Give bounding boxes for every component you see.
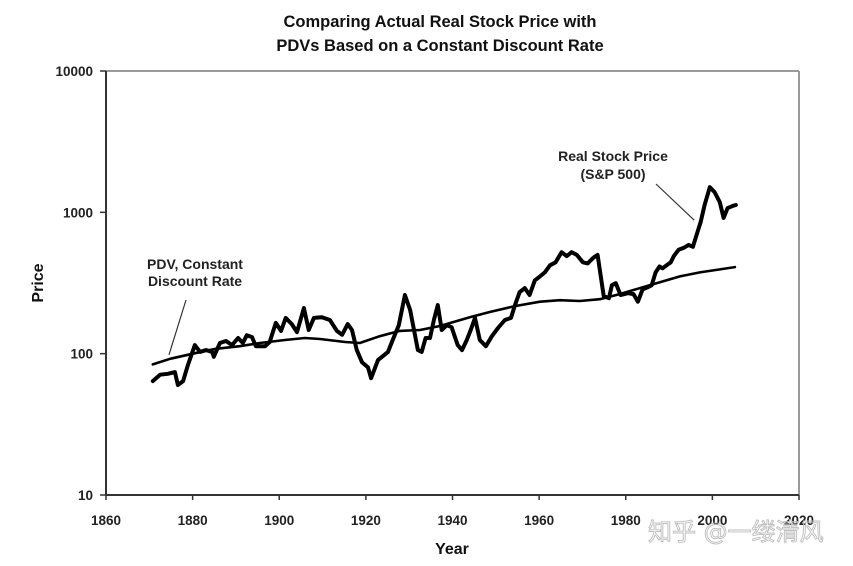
y-tick-label: 10 <box>78 488 93 503</box>
annotation-pdv-pointer <box>168 299 187 355</box>
annotation-stock-pointer <box>655 183 695 221</box>
x-ticks: 1860 1880 1900 1920 1940 1960 1980 2000 2020 <box>91 495 814 528</box>
x-tick-label: 1940 <box>437 513 467 528</box>
x-tick-label: 1860 <box>91 513 121 528</box>
x-tick-label: 1880 <box>178 513 208 528</box>
annotation-pdv-line-1: PDV, Constant <box>147 256 243 272</box>
x-tick-label: 1900 <box>264 513 294 528</box>
y-axis-label: Price <box>30 263 47 302</box>
x-axis-label: Year <box>435 541 469 558</box>
chart-title-line-1: Comparing Actual Real Stock Price with <box>284 13 597 31</box>
watermark: 知乎 @一缕清风 <box>648 518 824 546</box>
x-tick-label: 1920 <box>351 513 381 528</box>
y-tick-label: 1000 <box>63 205 93 220</box>
x-tick-label: 1960 <box>524 513 554 528</box>
series-line-real-stock-price <box>150 185 738 387</box>
annotation-pdv-line-2: Discount Rate <box>148 273 242 289</box>
series-line-pdv-constant-rate <box>151 265 737 366</box>
annotation-stock-line-2: (S&P 500) <box>580 166 645 182</box>
y-tick-label: 100 <box>70 347 93 362</box>
x-tick-label: 2020 <box>784 513 814 528</box>
x-tick-label: 2000 <box>697 513 727 528</box>
chart-title-line-2: PDVs Based on a Constant Discount Rate <box>276 37 603 55</box>
x-tick-label: 1980 <box>611 513 641 528</box>
annotation-stock-line-1: Real Stock Price <box>558 148 668 164</box>
y-tick-label: 10000 <box>55 64 93 79</box>
y-ticks: 10 100 1000 10000 <box>55 64 106 503</box>
series-group <box>150 185 738 387</box>
